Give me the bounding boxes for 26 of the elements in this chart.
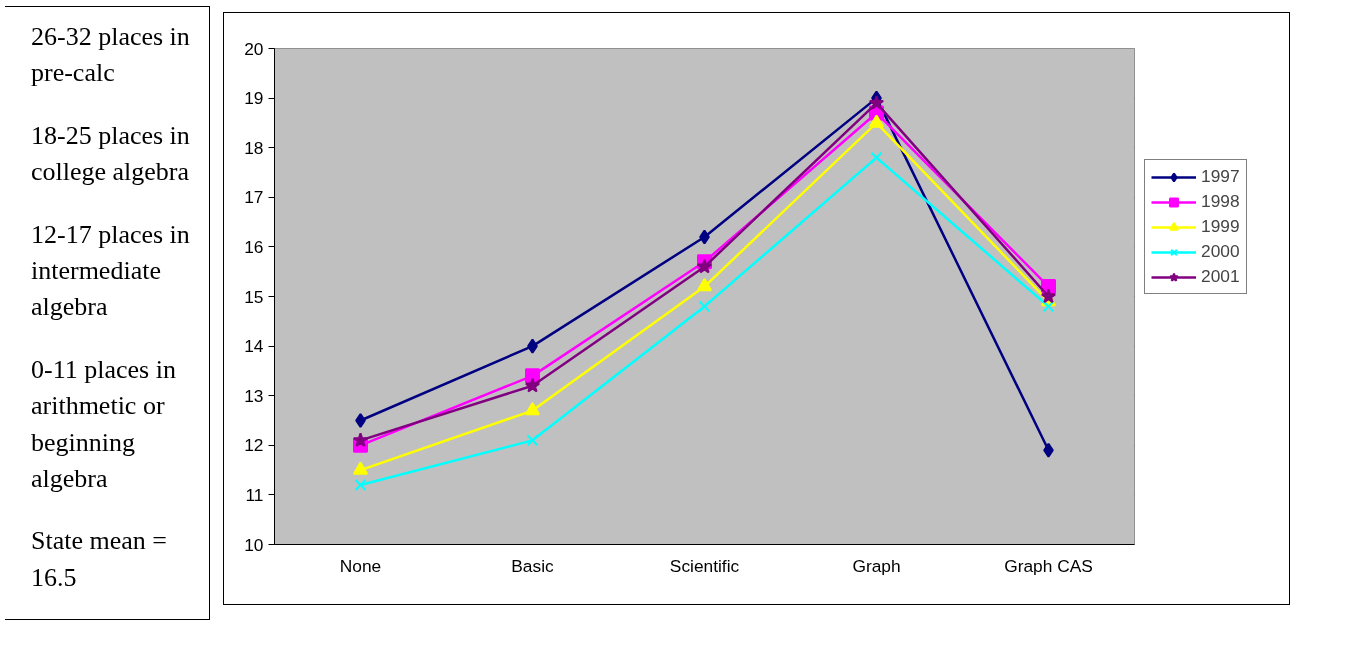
y-tick-label: 15 xyxy=(244,286,264,307)
text: 18-25 places in college algebra xyxy=(31,119,191,189)
x-tick-label: None xyxy=(339,555,382,576)
legend-label: 2000 xyxy=(1201,241,1240,262)
legend-label: 1997 xyxy=(1201,166,1240,187)
x-tick-label: Graph xyxy=(852,555,901,576)
y-tick-label: 13 xyxy=(244,385,264,406)
y-tick-label: 17 xyxy=(244,187,264,208)
x-tick-label: Basic xyxy=(511,555,555,576)
text: 12-17 places in intermediate algebra xyxy=(31,218,191,324)
y-tick-label: 10 xyxy=(244,534,264,555)
legend-label: 1998 xyxy=(1201,191,1240,212)
y-tick-label: 18 xyxy=(244,137,264,158)
y-tick-label: 12 xyxy=(244,435,264,456)
text: 0-11 places in arithmetic or beginning algebra xyxy=(31,353,177,495)
y-tick-label: 16 xyxy=(244,236,264,257)
x-tick-label: Graph CAS xyxy=(1004,555,1093,576)
text: 26-32 places in pre-calc xyxy=(31,21,191,90)
text: State mean = 16.5 xyxy=(31,525,168,594)
legend-label: 1999 xyxy=(1201,216,1240,237)
legend-label: 2001 xyxy=(1201,266,1240,287)
y-tick-label: 20 xyxy=(244,38,264,59)
x-tick-label: Scientific xyxy=(669,555,740,576)
y-tick-label: 19 xyxy=(244,88,264,109)
y-tick-label: 11 xyxy=(245,484,264,505)
y-tick-label: 14 xyxy=(244,336,264,357)
